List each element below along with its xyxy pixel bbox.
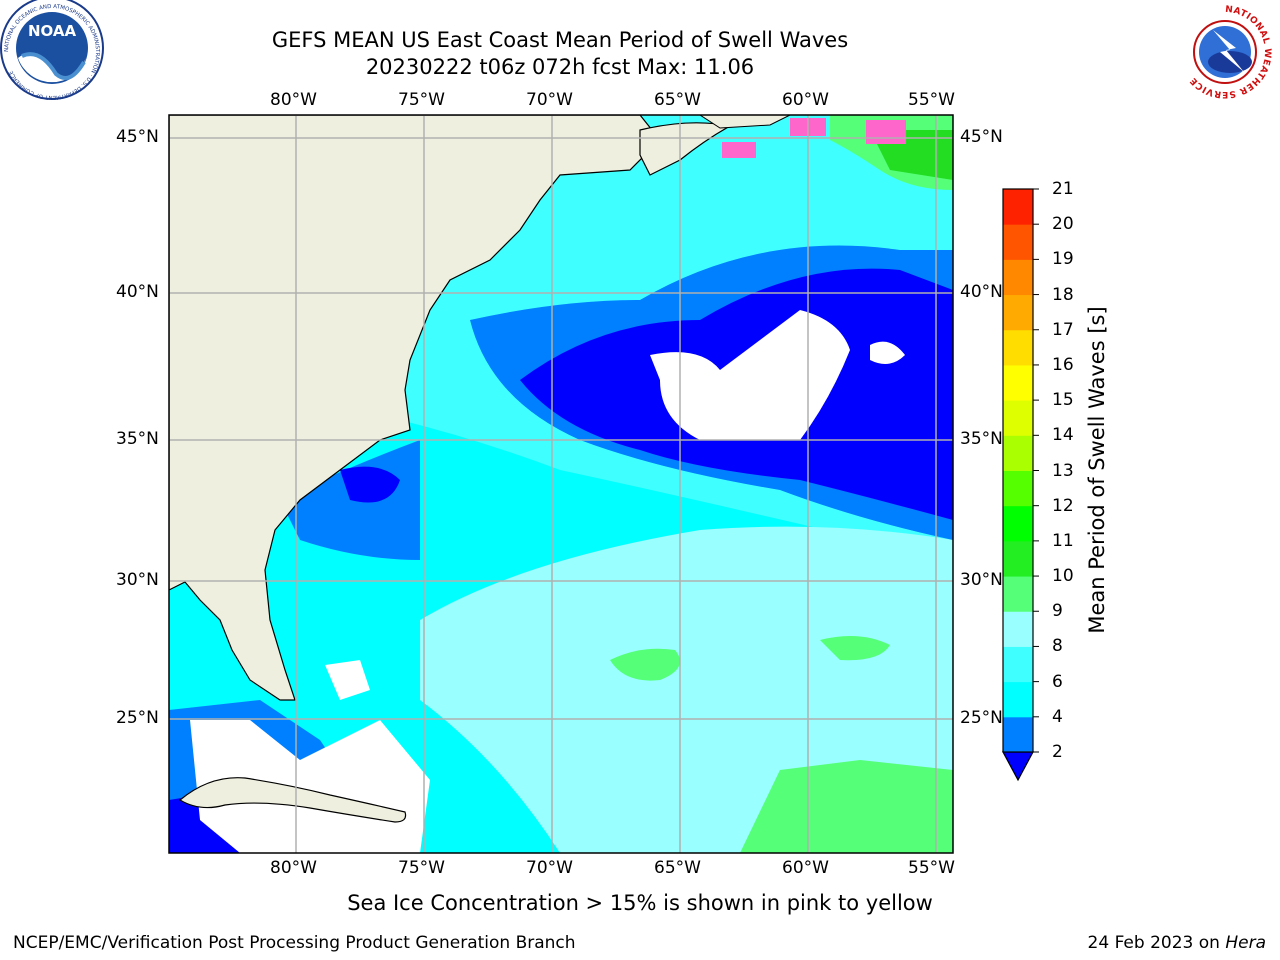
lat-label-right-25n: 25°N — [960, 708, 1003, 728]
machine-name: Hera — [1225, 933, 1266, 953]
colorbar-tick-label: 12 — [1052, 495, 1074, 516]
lat-label-left-45n: 45°N — [116, 127, 159, 147]
date-label: 24 Feb 2023 on — [1087, 933, 1226, 953]
lat-label-right-30n: 30°N — [960, 570, 1003, 590]
colorbar-tick-label: 6 — [1052, 671, 1063, 692]
colorbar-tick-label: 15 — [1052, 390, 1074, 411]
noaa-logo: NOAA NATIONAL OCEANIC AND ATMOSPHERIC AD… — [0, 0, 104, 100]
colorbar-tick-label: 18 — [1052, 284, 1074, 305]
colorbar-tick-label: 9 — [1052, 601, 1063, 622]
colorbar-tick-label: 10 — [1052, 566, 1074, 587]
lat-label-left-40n: 40°N — [116, 282, 159, 302]
map-area — [169, 115, 953, 853]
colorbar-segment — [1003, 470, 1033, 507]
colorbar-tick-label: 4 — [1052, 706, 1063, 727]
us-east-coast-land — [169, 115, 661, 701]
lon-label-bottom-70w: 70°W — [526, 858, 573, 878]
nws-logo: NATIONAL WEATHER SERVICE — [1178, 5, 1272, 99]
no-data-region — [650, 310, 850, 440]
lon-label-bottom-75w: 75°W — [398, 858, 445, 878]
colorbar-tick-label: 21 — [1052, 179, 1074, 199]
colorbar-title: Mean Period of Swell Waves [s] — [1085, 306, 1109, 634]
colorbar-segment — [1003, 364, 1033, 401]
map-frame — [168, 114, 954, 854]
colorbar-tick-label: 11 — [1052, 530, 1074, 551]
colorbar-segment — [1003, 505, 1033, 542]
lat-label-left-35n: 35°N — [116, 429, 159, 449]
lon-label-top-55w: 55°W — [908, 90, 955, 110]
lat-label-right-45n: 45°N — [960, 127, 1003, 147]
credit-text: NCEP/EMC/Verification Post Processing Pr… — [13, 933, 576, 953]
period-9-10-region — [740, 760, 953, 853]
map-subtitle: 20230222 t06z 072h fcst Max: 11.06 — [365, 55, 755, 79]
colorbar-segment — [1003, 611, 1033, 647]
colorbar-tick-label: 13 — [1052, 460, 1074, 481]
colorbar-segment — [1003, 294, 1033, 331]
colorbar-tick-label: 2 — [1052, 742, 1063, 762]
lon-label-bottom-65w: 65°W — [654, 858, 701, 878]
lon-label-top-75w: 75°W — [398, 90, 445, 110]
colorbar-segment — [1003, 435, 1033, 471]
colorbar — [1001, 188, 1039, 782]
colorbar-segment — [1003, 540, 1033, 577]
lon-label-top-80w: 80°W — [270, 90, 317, 110]
sea-ice-note: Sea Ice Concentration > 15% is shown in … — [347, 891, 933, 915]
colorbar-segment — [1003, 224, 1033, 260]
lon-label-bottom-80w: 80°W — [270, 858, 317, 878]
colorbar-tick-label: 19 — [1052, 249, 1074, 270]
lat-label-left-30n: 30°N — [116, 570, 159, 590]
colorbar-segment — [1003, 189, 1033, 225]
colorbar-segment — [1003, 716, 1033, 753]
colorbar-extend-low — [1001, 751, 1035, 782]
lat-label-right-40n: 40°N — [960, 282, 1003, 302]
colorbar-segment — [1003, 259, 1033, 296]
lon-label-top-65w: 65°W — [654, 90, 701, 110]
lon-label-top-70w: 70°W — [526, 90, 573, 110]
colorbar-tick-label: 14 — [1052, 425, 1074, 446]
cuba-land — [178, 777, 407, 823]
colorbar-tick-label: 17 — [1052, 319, 1074, 340]
lon-label-bottom-60w: 60°W — [782, 858, 829, 878]
lat-label-right-35n: 35°N — [960, 429, 1003, 449]
colorbar-tick-label: 16 — [1052, 354, 1074, 375]
date-text: 24 Feb 2023 on Hera — [1088, 932, 1266, 954]
colorbar-segment — [1003, 329, 1033, 366]
map-title: GEFS MEAN US East Coast Mean Period of S… — [271, 28, 849, 52]
graticule — [169, 115, 953, 853]
colorbar-segment — [1003, 646, 1033, 683]
lon-label-bottom-55w: 55°W — [908, 858, 955, 878]
lat-label-left-25n: 25°N — [116, 708, 159, 728]
lon-label-top-60w: 60°W — [782, 90, 829, 110]
colorbar-tick-label: 8 — [1052, 636, 1063, 657]
colorbar-segment — [1003, 681, 1033, 718]
colorbar-segment — [1003, 400, 1033, 436]
colorbar-frame — [1002, 188, 1034, 753]
noaa-logo-text: NOAA — [28, 22, 77, 40]
colorbar-segment — [1003, 576, 1033, 612]
colorbar-tick-label: 20 — [1052, 214, 1074, 235]
